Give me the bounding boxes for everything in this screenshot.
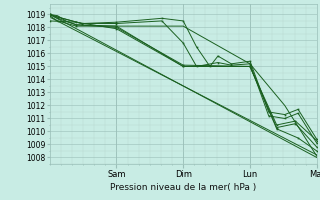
X-axis label: Pression niveau de la mer( hPa ): Pression niveau de la mer( hPa ) (110, 183, 256, 192)
